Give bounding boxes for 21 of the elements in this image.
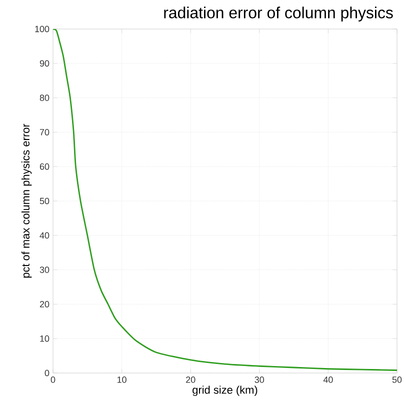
chart-title: radiation error of column physics <box>164 6 393 22</box>
y-tick-label: 10 <box>40 335 50 342</box>
x-tick-label: 30 <box>254 376 264 383</box>
y-tick-label: 50 <box>40 198 50 204</box>
y-tick-label: 80 <box>40 94 50 101</box>
x-tick-label: 50 <box>392 376 402 383</box>
y-axis-title: pct of max column physics error <box>21 124 32 278</box>
x-axis-title: grid size (km) <box>192 386 258 396</box>
y-tick-label: 0 <box>44 370 50 376</box>
x-tick-label: 20 <box>186 376 196 383</box>
x-tick-label: 10 <box>118 376 126 383</box>
y-tick-label: 70 <box>40 129 50 136</box>
y-tick-label: 20 <box>40 301 50 308</box>
y-tick-label: 60 <box>40 163 50 170</box>
y-tick-label: 40 <box>40 232 50 239</box>
y-tick-label: 100 <box>35 26 50 32</box>
x-tick-label: 0 <box>50 376 56 383</box>
y-tick-label: 90 <box>40 60 50 67</box>
y-tick-label: 30 <box>40 266 50 273</box>
x-tick-label: 40 <box>323 376 333 383</box>
line-series <box>53 28 397 371</box>
